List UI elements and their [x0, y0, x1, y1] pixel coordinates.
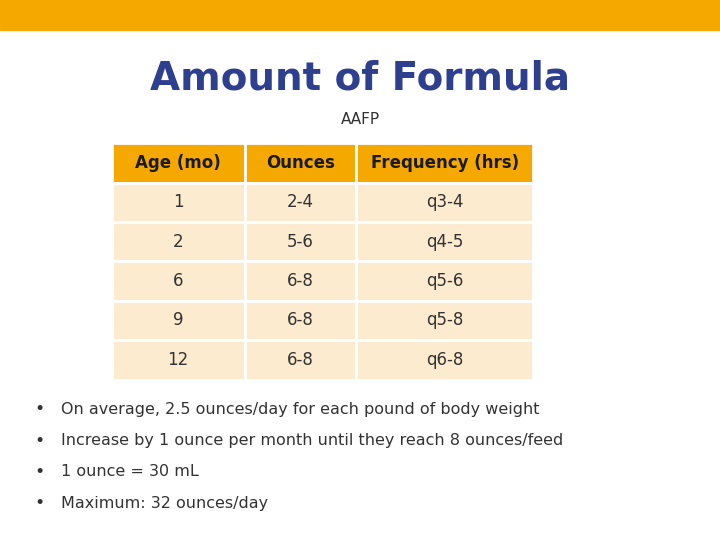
Bar: [356, 340, 533, 380]
Text: 5-6: 5-6: [287, 233, 314, 251]
Text: q5-6: q5-6: [426, 272, 463, 290]
Bar: [245, 183, 356, 222]
Text: Frequency (hrs): Frequency (hrs): [371, 154, 518, 172]
Text: 1: 1: [173, 193, 184, 211]
Bar: [112, 143, 245, 183]
Text: 1 ounce = 30 mL: 1 ounce = 30 mL: [61, 464, 199, 480]
Bar: [112, 261, 245, 301]
Bar: [245, 261, 356, 301]
Bar: [112, 222, 245, 261]
Text: Increase by 1 ounce per month until they reach 8 ounces/feed: Increase by 1 ounce per month until they…: [61, 433, 564, 448]
Text: 6-8: 6-8: [287, 272, 314, 290]
Text: Amount of Formula: Amount of Formula: [150, 59, 570, 97]
Text: q5-8: q5-8: [426, 312, 463, 329]
Text: AAFP: AAFP: [341, 112, 379, 127]
Text: •: •: [35, 463, 45, 481]
Bar: [245, 143, 356, 183]
Bar: [356, 261, 533, 301]
Text: Age (mo): Age (mo): [135, 154, 221, 172]
Text: 12: 12: [168, 351, 189, 369]
Bar: [245, 301, 356, 340]
Bar: [0, 0, 720, 30]
Text: •: •: [35, 494, 45, 512]
Text: Maximum: 32 ounces/day: Maximum: 32 ounces/day: [61, 496, 269, 511]
Text: q6-8: q6-8: [426, 351, 463, 369]
Text: 9: 9: [173, 312, 184, 329]
Bar: [356, 143, 533, 183]
Bar: [112, 183, 245, 222]
Text: q3-4: q3-4: [426, 193, 464, 211]
Bar: [245, 222, 356, 261]
Bar: [245, 340, 356, 380]
Bar: [112, 301, 245, 340]
Text: •: •: [35, 431, 45, 450]
Text: q4-5: q4-5: [426, 233, 463, 251]
Bar: [356, 183, 533, 222]
Text: On average, 2.5 ounces/day for each pound of body weight: On average, 2.5 ounces/day for each poun…: [61, 402, 540, 417]
Text: •: •: [35, 400, 45, 418]
Bar: [112, 340, 245, 380]
Text: 2-4: 2-4: [287, 193, 314, 211]
Text: 6-8: 6-8: [287, 312, 314, 329]
Text: Ounces: Ounces: [266, 154, 335, 172]
Bar: [356, 301, 533, 340]
Text: 6-8: 6-8: [287, 351, 314, 369]
Text: 6: 6: [173, 272, 184, 290]
Bar: [356, 222, 533, 261]
Text: 2: 2: [173, 233, 184, 251]
